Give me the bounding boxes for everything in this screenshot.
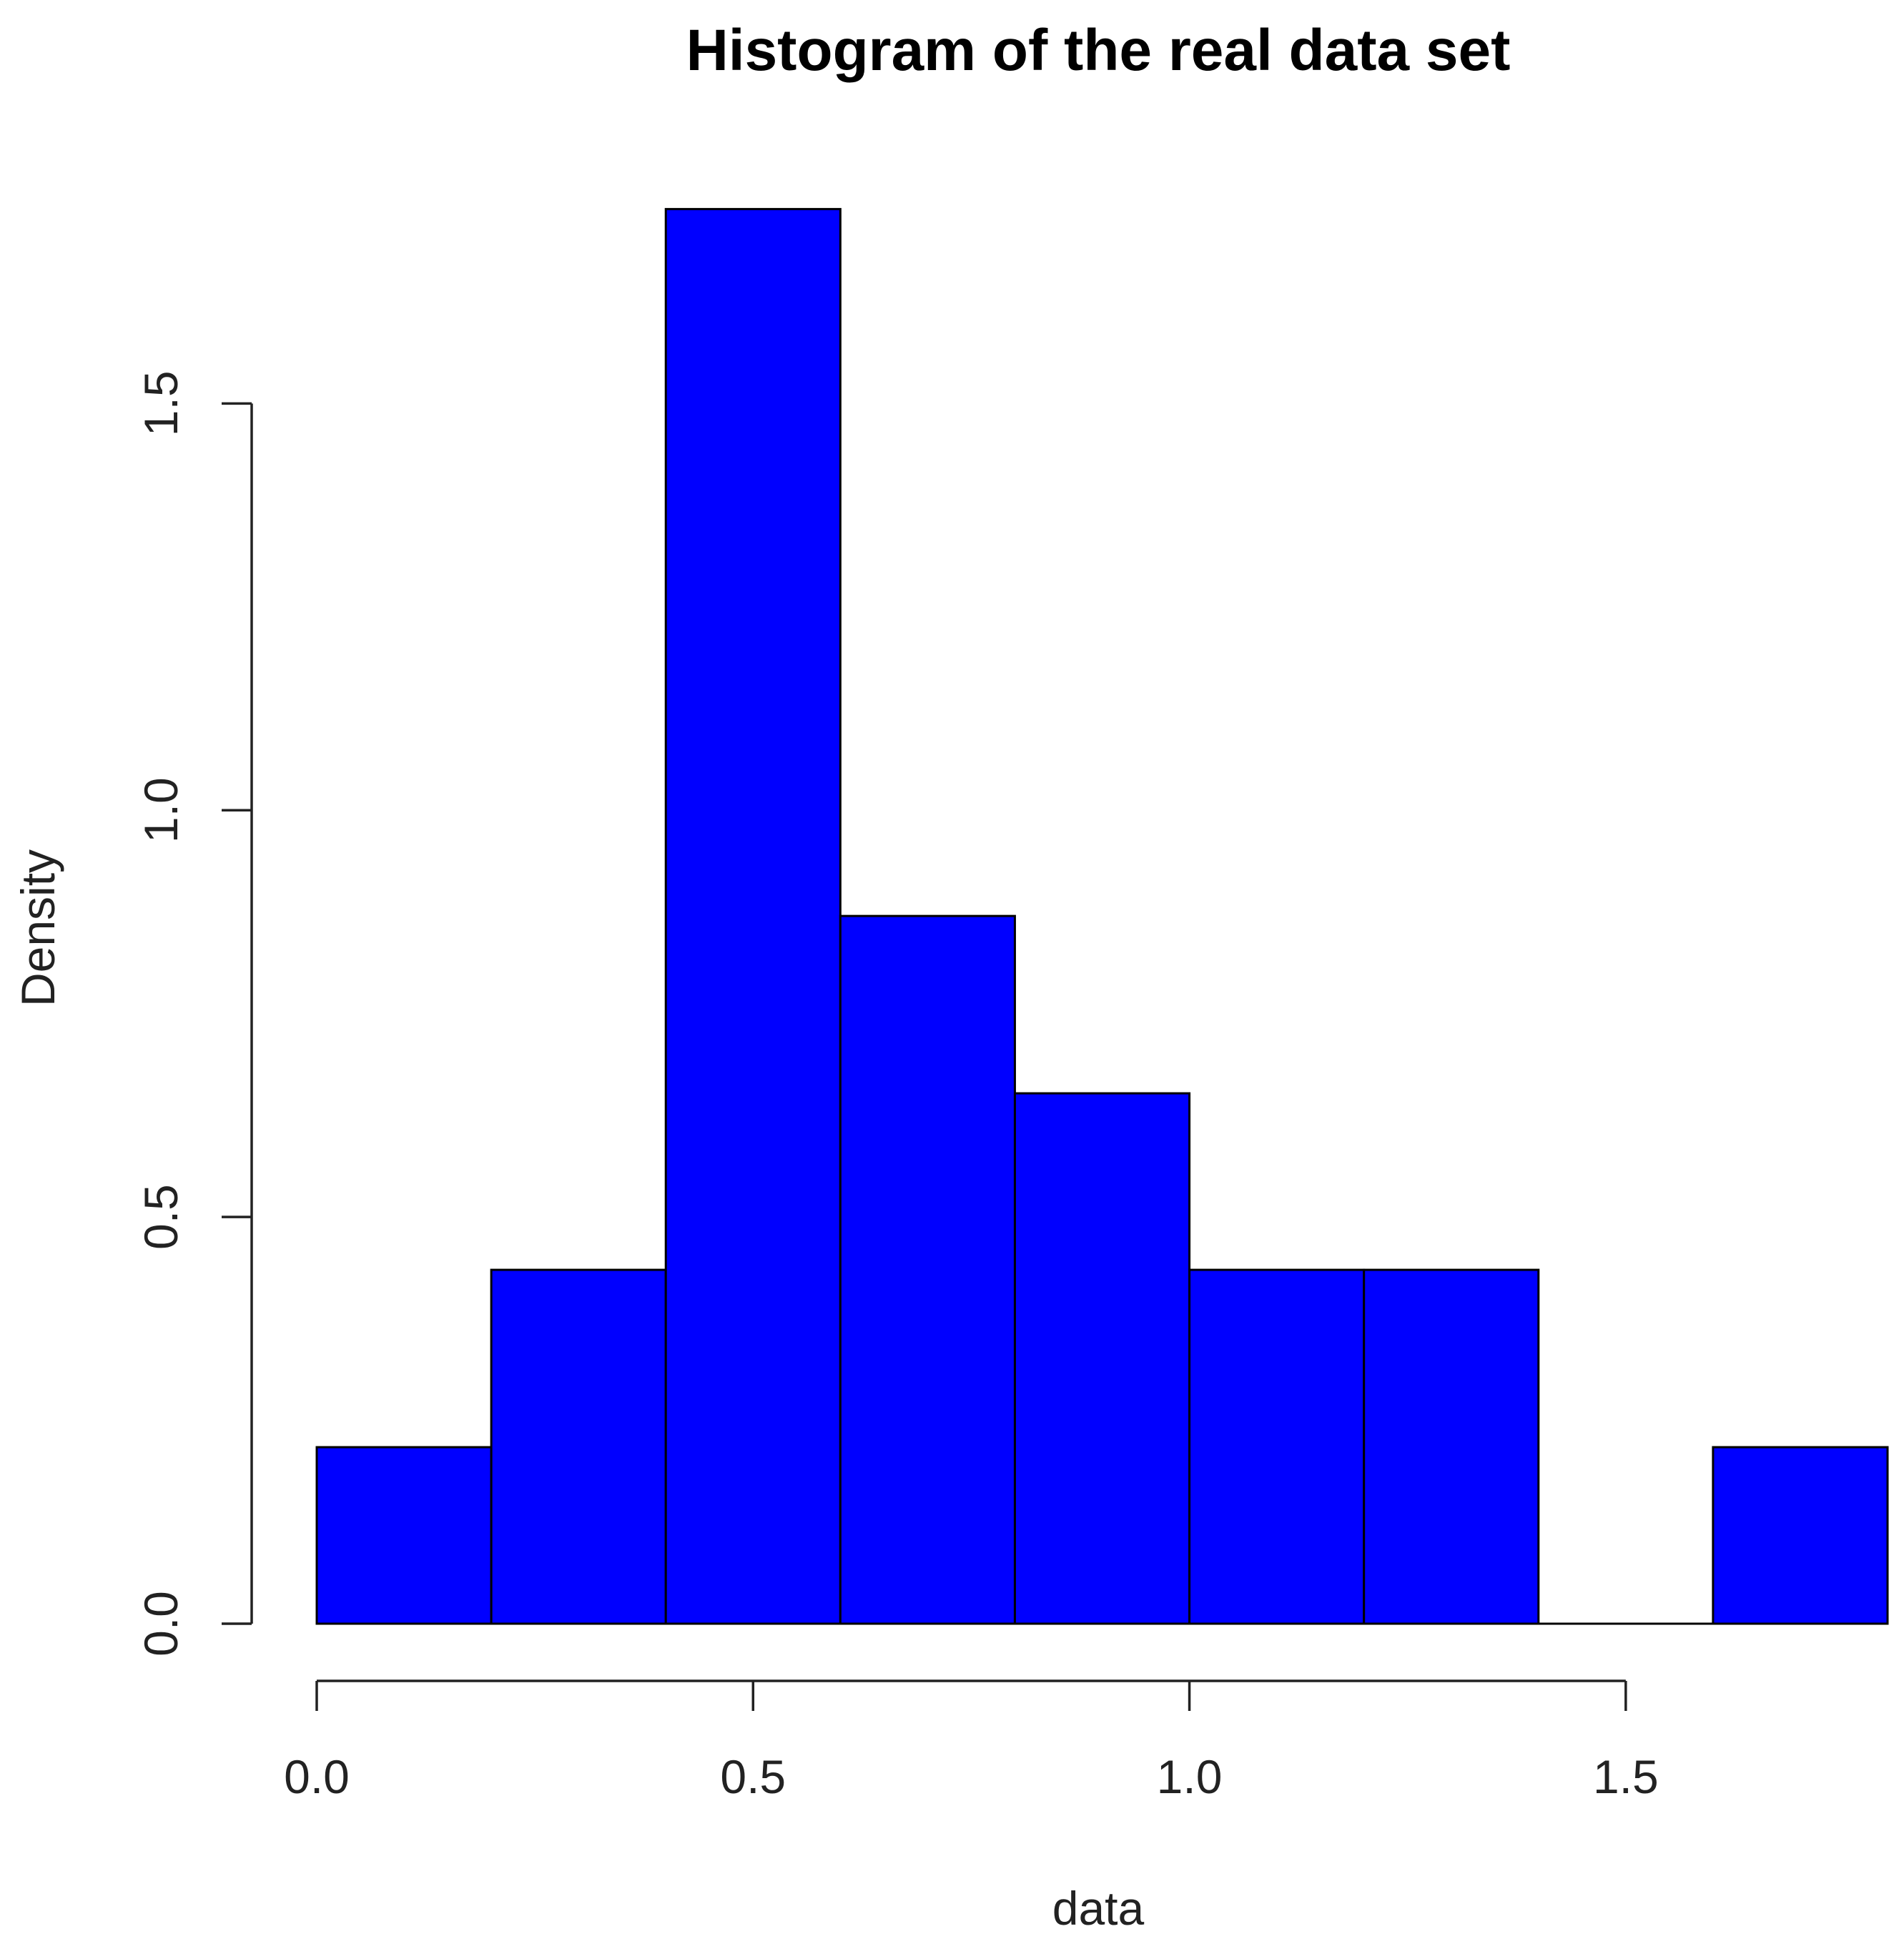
y-tick-label-2: 1.0	[134, 777, 187, 843]
histogram-bar-3	[839, 914, 1016, 1625]
histogram-bar-1	[490, 1268, 667, 1625]
y-tick-label-1: 0.5	[134, 1184, 187, 1250]
x-tick-label-0: 0.0	[284, 1750, 350, 1803]
x-tick-label-3: 1.5	[1593, 1750, 1659, 1803]
y-tick-label-3: 1.5	[134, 370, 187, 436]
x-axis: 0.0 0.5 1.0 1.5	[284, 1679, 1659, 1803]
histogram-bar-0	[315, 1446, 493, 1625]
x-tick-label-2: 1.0	[1157, 1750, 1223, 1803]
histogram-bar-2	[664, 207, 842, 1625]
histogram-bar-4	[1013, 1092, 1191, 1625]
x-tick-label-1: 0.5	[720, 1750, 786, 1803]
x-axis-label: data	[1052, 1882, 1145, 1935]
bars-group	[315, 207, 1889, 1625]
histogram-bar-5	[1188, 1268, 1366, 1625]
histogram-bar-8	[1712, 1446, 1889, 1625]
histogram-bar-6	[1363, 1268, 1540, 1625]
y-axis: 0.0 0.5 1.0 1.5	[134, 370, 253, 1657]
y-axis-label: Density	[11, 849, 64, 1007]
chart-title: Histogram of the real data set	[686, 18, 1511, 83]
y-tick-label-0: 0.0	[134, 1591, 187, 1657]
